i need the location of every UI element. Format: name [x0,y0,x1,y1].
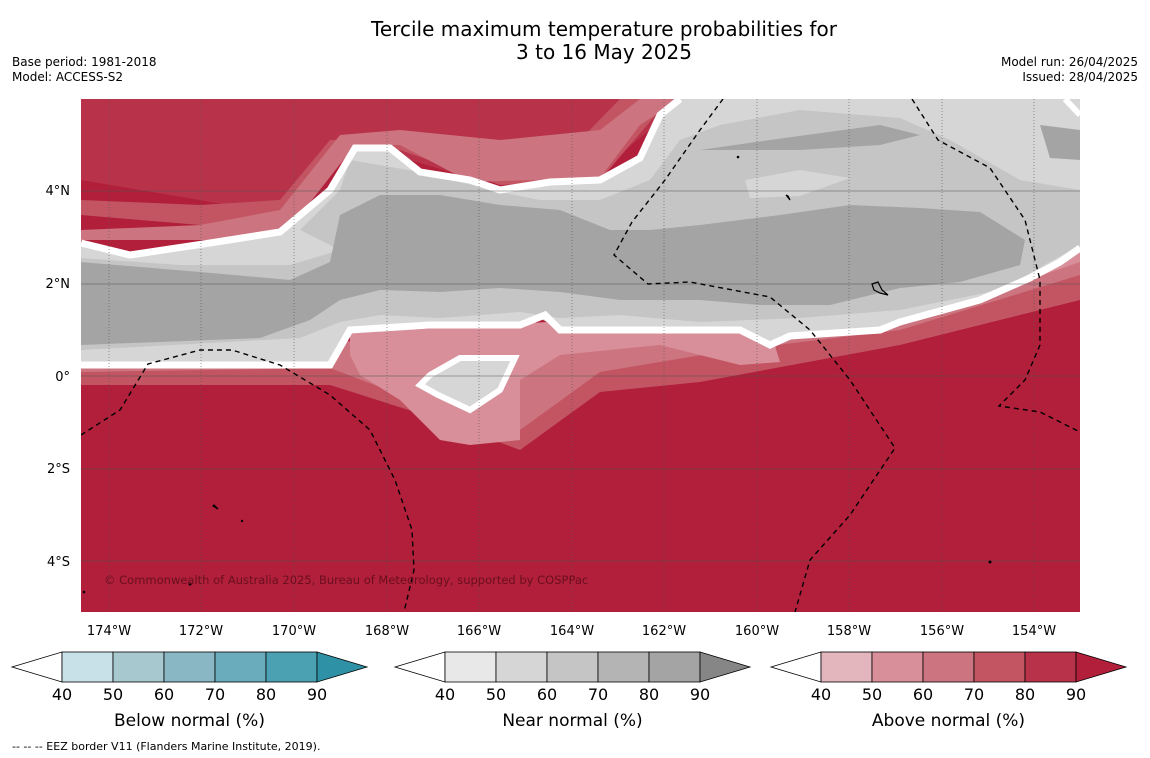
colorbar-above-normal: 40 50 60 70 80 90 Above normal (%) [769,651,1128,731]
eez-legend-note: -- -- -- EEZ border V11 (Flanders Marine… [12,740,321,753]
colorbar-tick-label: 50 [862,685,882,704]
lon-label: 158°W [827,624,871,639]
meta-right: Model run: 26/04/2025 Issued: 28/04/2025 [1001,55,1138,85]
lon-label: 172°W [179,624,223,639]
lat-label: 2°N [46,277,71,292]
colorbar-segment [973,651,1026,683]
colorbar-segment [648,651,701,683]
longitude-labels: 174°W 172°W 170°W 168°W 166°W 164°W 162°… [87,624,1056,639]
colorbar-tick-label: 90 [690,685,710,704]
colorbar-arrow-high [699,651,752,683]
colorbar-tick-label: 90 [307,685,327,704]
colorbar-tick-label: 60 [537,685,557,704]
title-line-2: 3 to 16 May 2025 [516,40,692,64]
lon-label: 168°W [365,624,409,639]
copyright-notice: © Commonwealth of Australia 2025, Bureau… [104,573,588,587]
colorbar-below-normal: 40 50 60 70 80 90 Below normal (%) [10,651,369,731]
colorbar-arrow-high [316,651,369,683]
colorbar-segment [597,651,650,683]
colorbar-tick-label: 60 [913,685,933,704]
colorbar-segment [871,651,924,683]
island-dot [188,582,192,586]
lon-label: 174°W [87,624,131,639]
islands [212,194,889,510]
colorbar-tick-label: 70 [964,685,984,704]
colorbar-tick-label: 70 [588,685,608,704]
colorbar-tick-label: 50 [103,685,123,704]
island-dot [988,560,992,564]
lat-label: 0° [55,370,70,385]
near-80-area [81,195,1025,345]
colorbar-segment [265,651,318,683]
lon-label: 154°W [1012,624,1056,639]
above-50-area-center [350,322,780,445]
colorbar-tick-label: 40 [435,685,455,704]
near-boundary-south [81,245,1080,369]
lon-label: 166°W [457,624,501,639]
island-dot [240,519,244,523]
above-60-area-north [81,99,680,240]
lat-label: 2°S [47,462,70,477]
meta-left: Base period: 1981-2018 Model: ACCESS-S2 [12,55,157,85]
colorbar-arrow-low [769,651,822,683]
colorbar-tick-label: 50 [486,685,506,704]
lon-label: 170°W [272,624,316,639]
colorbar-arrow-high [1075,651,1128,683]
colorbar-segment [61,651,114,683]
colorbar-segment [444,651,497,683]
lat-label: 4°N [46,184,71,199]
map-title: Tercile maximum temperature probabilitie… [300,18,908,64]
near-80-area-north [700,125,920,150]
colorbar-arrow-low [10,651,63,683]
parallels [81,190,1080,562]
colorbar-title: Near normal (%) [502,711,642,731]
colorbar-tick-label: 40 [52,685,72,704]
issued-date: Issued: 28/04/2025 [1022,70,1138,84]
lon-label: 162°W [642,624,686,639]
model-name: Model: ACCESS-S2 [12,70,124,84]
colorbar-near-normal: 40 50 60 70 80 90 Near normal (%) [393,651,752,731]
near-island-boundary [415,355,520,414]
colorbar-tick-label: 80 [639,685,659,704]
colorbar-tick-label: 60 [154,685,174,704]
colorbar-segment [495,651,548,683]
colorbar-segment [922,651,975,683]
colorbar-segment [163,651,216,683]
near-boundary-north [81,99,683,259]
colorbar-tick-label: 80 [256,685,276,704]
colorbar-tick-label: 80 [1015,685,1035,704]
island-dot [82,590,86,594]
latitude-labels: 4°N 2°N 0° 2°S 4°S [46,184,71,570]
colorbar-arrow-low [393,651,446,683]
lat-label: 4°S [47,555,70,570]
colorbar-segment [112,651,165,683]
colorbar-segment [546,651,599,683]
colorbar-tick-label: 70 [205,685,225,704]
model-run: Model run: 26/04/2025 [1000,55,1138,69]
colorbar-segment [820,651,873,683]
eez-border [81,99,1080,612]
lon-label: 164°W [550,624,594,639]
colorbar-segment [1024,651,1077,683]
lon-label: 160°W [735,624,779,639]
near-80-area-northeast [1040,125,1080,160]
colorbar-segment [214,651,267,683]
colorbar-tick-label: 40 [811,685,831,704]
colorbar-title: Above normal (%) [872,711,1025,731]
title-line-1: Tercile maximum temperature probabilitie… [371,17,837,41]
colorbar-title: Below normal (%) [114,711,265,731]
lon-label: 156°W [920,624,964,639]
base-period: Base period: 1981-2018 [12,55,157,69]
colorbar-tick-label: 90 [1066,685,1086,704]
island-dot [736,155,740,159]
probability-field: © Commonwealth of Australia 2025, Bureau… [81,99,1080,612]
